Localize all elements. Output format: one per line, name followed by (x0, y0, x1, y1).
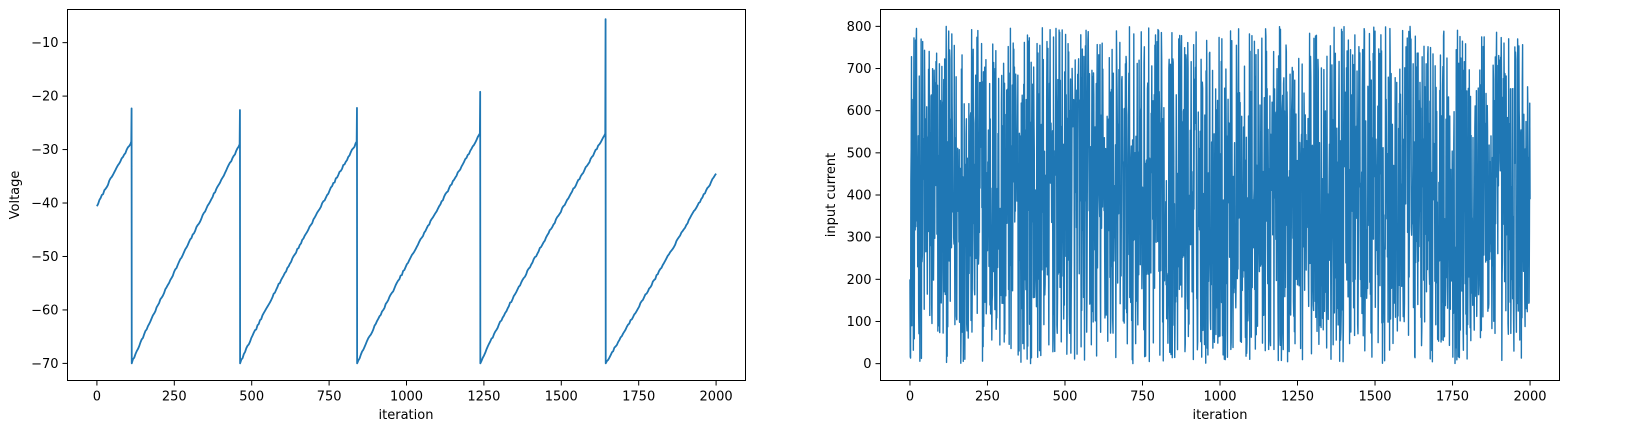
input-current-x-tick-label: 1000 (1203, 390, 1236, 405)
input-current-x-tick-label: 750 (1130, 390, 1155, 405)
voltage-x-tick-label: 1500 (545, 390, 578, 405)
input-current-x-axis-label: iteration (1193, 408, 1248, 423)
input-current-y-ticks: 0 100 200 300 400 500 600 700 800 (847, 20, 881, 372)
voltage-y-tick-label: −40 (31, 197, 58, 212)
input-current-y-tick-label: 100 (847, 315, 872, 330)
voltage-series-line (96, 18, 717, 365)
voltage-y-axis-label: Voltage (8, 171, 23, 220)
voltage-x-tick-label: 1250 (467, 390, 500, 405)
voltage-y-tick-label: −50 (31, 250, 58, 265)
voltage-x-axis-label: iteration (379, 408, 434, 423)
input-current-x-tick-label: 0 (906, 390, 914, 405)
input-current-chart: 0 250 500 750 1000 1250 1500 1750 2000 0 100 200 30… (824, 9, 1560, 423)
voltage-y-tick-label: −10 (31, 36, 58, 51)
input-current-series-line (909, 25, 1531, 365)
input-current-x-tick-label: 1250 (1281, 390, 1314, 405)
voltage-y-tick-label: −60 (31, 303, 58, 318)
input-current-x-tick-label: 500 (1053, 390, 1078, 405)
input-current-x-tick-label: 1750 (1436, 390, 1469, 405)
input-current-x-ticks: 0 250 500 750 1000 1250 1500 1750 2000 (906, 380, 1547, 405)
input-current-x-tick-label: 1500 (1358, 390, 1391, 405)
input-current-y-tick-label: 800 (847, 20, 872, 35)
voltage-x-tick-label: 1750 (622, 390, 655, 405)
voltage-x-tick-label: 0 (93, 390, 101, 405)
input-current-x-tick-label: 250 (975, 390, 1000, 405)
voltage-chart: 0 250 500 750 1000 1250 1500 1750 2000 −70 −60 −50… (8, 9, 746, 423)
voltage-x-tick-label: 2000 (700, 390, 733, 405)
voltage-y-tick-label: −30 (31, 143, 58, 158)
voltage-x-tick-label: 750 (317, 390, 342, 405)
input-current-y-axis-label: input current (824, 153, 839, 237)
input-current-y-tick-label: 200 (847, 273, 872, 288)
input-current-y-tick-label: 600 (847, 104, 872, 119)
input-current-y-tick-label: 700 (847, 62, 872, 77)
voltage-y-ticks: −70 −60 −50 −40 −30 −20 −10 (31, 36, 68, 372)
voltage-y-tick-label: −70 (31, 357, 58, 372)
input-current-x-tick-label: 2000 (1513, 390, 1546, 405)
voltage-x-tick-label: 500 (239, 390, 264, 405)
voltage-x-tick-label: 1000 (390, 390, 423, 405)
input-current-y-tick-label: 300 (847, 231, 872, 246)
input-current-y-tick-label: 400 (847, 189, 872, 204)
voltage-x-tick-label: 250 (162, 390, 187, 405)
input-current-y-tick-label: 0 (863, 357, 871, 372)
voltage-x-ticks: 0 250 500 750 1000 1250 1500 1750 2000 (93, 380, 733, 405)
voltage-y-tick-label: −20 (31, 90, 58, 105)
input-current-y-tick-label: 500 (847, 146, 872, 161)
